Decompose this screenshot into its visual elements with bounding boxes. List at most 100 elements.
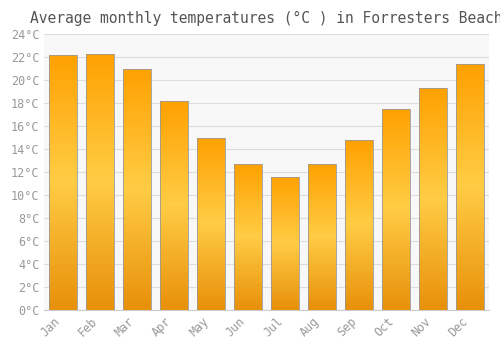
Bar xyxy=(123,187,151,189)
Bar xyxy=(160,287,188,289)
Bar xyxy=(234,222,262,224)
Bar xyxy=(382,121,410,123)
Bar xyxy=(160,189,188,191)
Bar xyxy=(272,270,299,271)
Bar xyxy=(346,301,373,303)
Bar xyxy=(346,228,373,230)
Bar xyxy=(420,175,447,177)
Bar xyxy=(86,187,114,189)
Bar xyxy=(49,276,77,279)
Bar xyxy=(123,184,151,187)
Bar xyxy=(346,147,373,148)
Bar xyxy=(272,283,299,285)
Bar xyxy=(308,265,336,266)
Bar xyxy=(420,212,447,215)
Bar xyxy=(420,133,447,135)
Bar xyxy=(308,173,336,174)
Bar xyxy=(456,211,484,214)
Bar xyxy=(49,289,77,292)
Bar xyxy=(49,205,77,208)
Bar xyxy=(308,273,336,275)
Bar xyxy=(234,215,262,216)
Bar xyxy=(123,254,151,257)
Bar xyxy=(123,165,151,168)
Bar xyxy=(160,172,188,174)
Bar xyxy=(456,175,484,177)
Bar xyxy=(308,203,336,205)
Bar xyxy=(382,151,410,153)
Bar xyxy=(123,83,151,85)
Bar xyxy=(456,93,484,96)
Bar xyxy=(272,214,299,215)
Bar xyxy=(86,62,114,64)
Bar xyxy=(197,151,225,153)
Bar xyxy=(49,80,77,83)
Bar xyxy=(234,228,262,230)
Bar xyxy=(420,119,447,121)
Bar xyxy=(49,233,77,236)
Bar xyxy=(456,143,484,145)
Bar xyxy=(308,176,336,177)
Bar xyxy=(420,228,447,230)
Bar xyxy=(308,276,336,278)
Bar xyxy=(346,210,373,211)
Bar xyxy=(420,257,447,259)
Bar xyxy=(160,199,188,201)
Bar xyxy=(420,157,447,159)
Bar xyxy=(272,259,299,260)
Bar xyxy=(234,183,262,184)
Bar xyxy=(456,172,484,175)
Bar xyxy=(456,194,484,197)
Bar xyxy=(49,213,77,216)
Bar xyxy=(420,195,447,197)
Bar xyxy=(272,222,299,223)
Bar xyxy=(49,198,77,200)
Bar xyxy=(420,93,447,95)
Bar xyxy=(308,174,336,176)
Bar xyxy=(346,257,373,259)
Bar xyxy=(197,246,225,248)
Bar xyxy=(234,174,262,176)
Bar xyxy=(86,215,114,218)
Bar xyxy=(308,292,336,294)
Bar xyxy=(123,295,151,298)
Bar xyxy=(456,184,484,187)
Bar xyxy=(86,218,114,220)
Bar xyxy=(346,294,373,296)
Bar xyxy=(234,164,262,310)
Bar xyxy=(420,110,447,113)
Bar xyxy=(49,78,77,80)
Bar xyxy=(420,163,447,166)
Bar xyxy=(123,110,151,112)
Bar xyxy=(160,111,188,113)
Bar xyxy=(272,267,299,268)
Bar xyxy=(308,166,336,167)
Bar xyxy=(420,190,447,192)
Bar xyxy=(382,129,410,131)
Bar xyxy=(272,191,299,193)
Bar xyxy=(308,304,336,305)
Bar xyxy=(308,254,336,256)
Bar xyxy=(420,153,447,155)
Bar xyxy=(160,211,188,214)
Bar xyxy=(86,297,114,300)
Bar xyxy=(123,206,151,209)
Bar xyxy=(123,95,151,98)
Bar xyxy=(272,296,299,298)
Bar xyxy=(160,234,188,237)
Bar xyxy=(160,166,188,168)
Bar xyxy=(308,234,336,235)
Bar xyxy=(160,239,188,241)
Bar xyxy=(456,91,484,93)
Bar xyxy=(456,266,484,268)
Bar xyxy=(308,186,336,187)
Bar xyxy=(308,278,336,279)
Bar xyxy=(197,267,225,268)
Bar xyxy=(234,273,262,275)
Bar xyxy=(272,231,299,232)
Bar xyxy=(234,304,262,305)
Bar xyxy=(382,149,410,151)
Bar xyxy=(123,88,151,90)
Bar xyxy=(123,103,151,105)
Bar xyxy=(123,269,151,271)
